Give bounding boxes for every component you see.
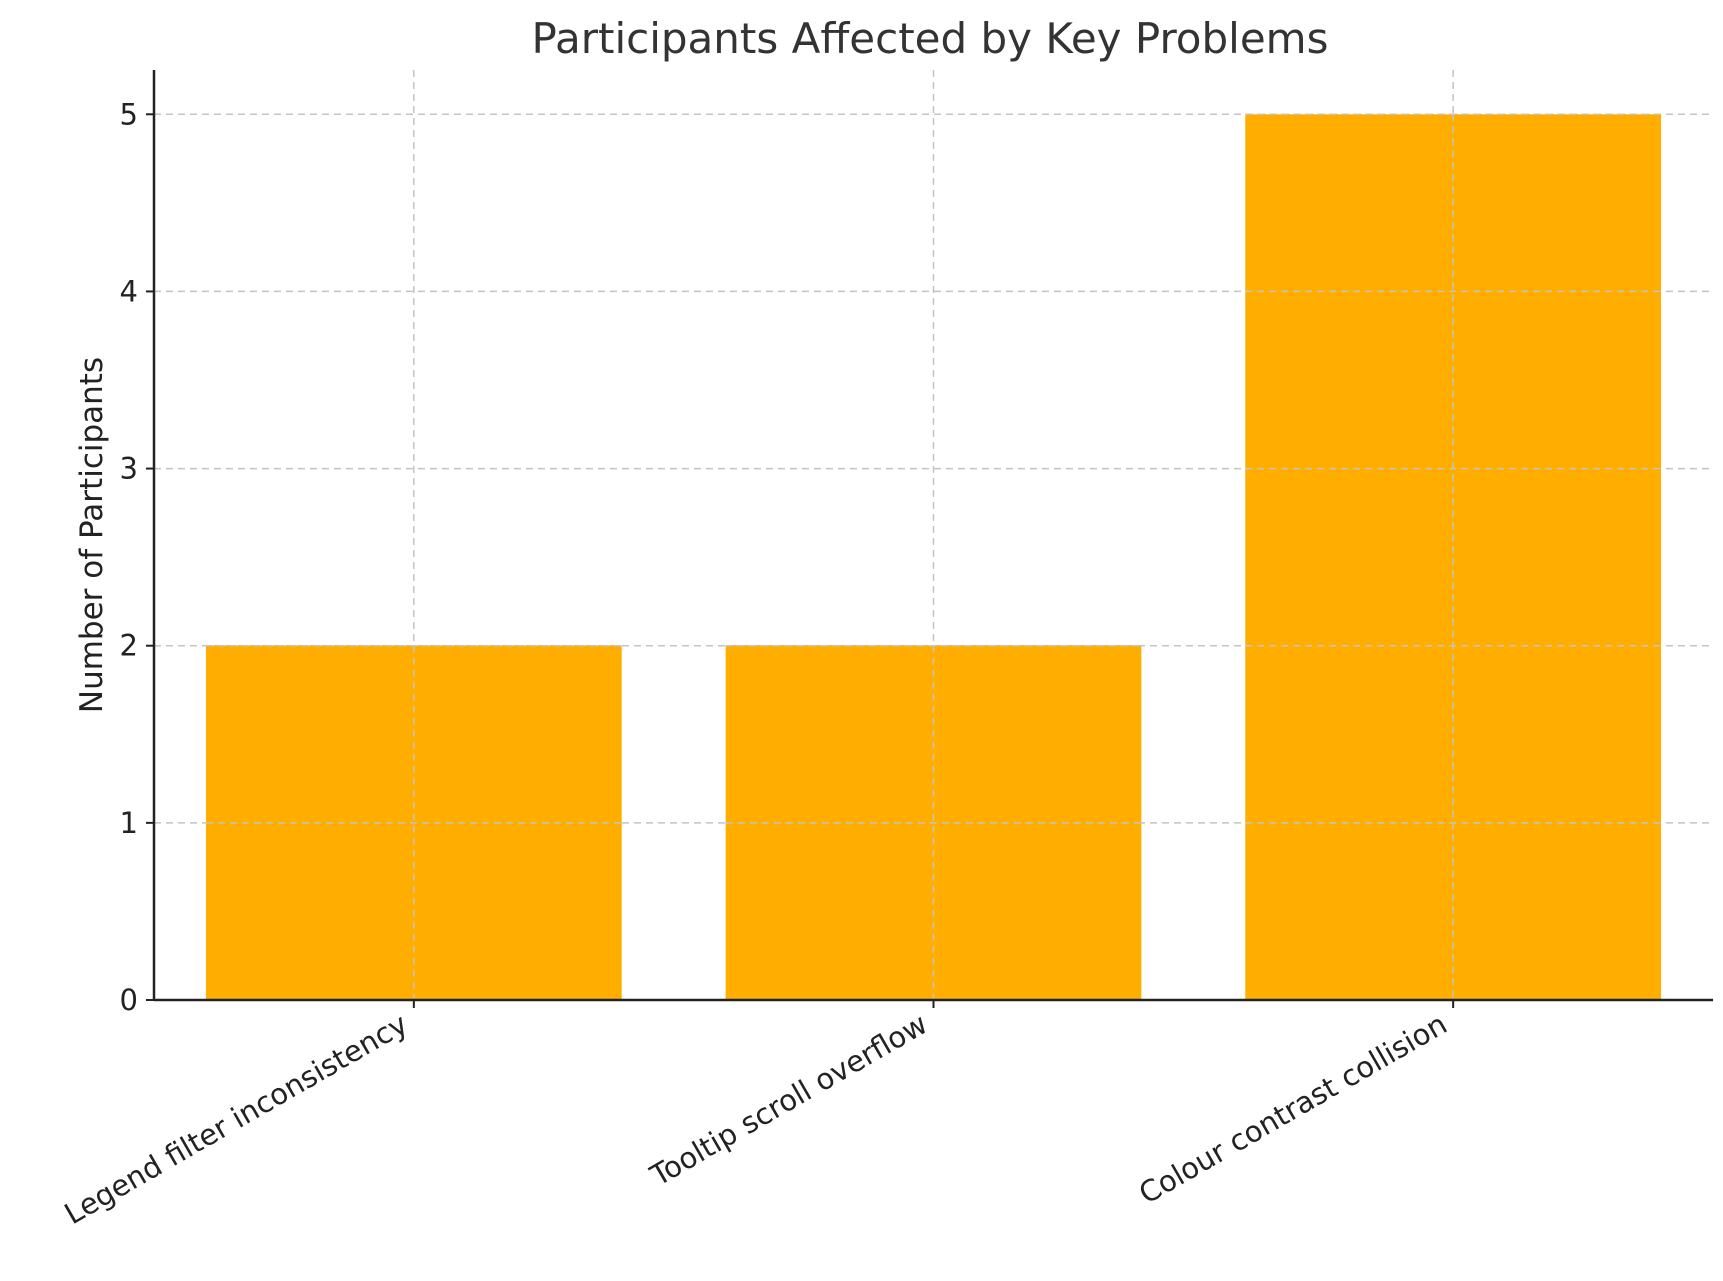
x-tick-label: Colour contrast collision [1133,1007,1453,1211]
y-tick-label: 3 [120,452,138,486]
y-tick-label: 4 [120,274,138,308]
x-tick-label: Tooltip scroll overflow [644,1007,933,1194]
y-tick-label: 2 [120,629,138,663]
x-tick-label: Legend filter inconsistency [59,1007,414,1231]
y-axis-label: Number of Participants [74,357,110,713]
axes [146,70,1713,1008]
chart-title: Participants Affected by Key Problems [532,14,1329,63]
y-tick-label: 0 [120,983,138,1017]
y-tick-label: 1 [120,806,138,840]
y-tick-label: 5 [120,97,138,131]
